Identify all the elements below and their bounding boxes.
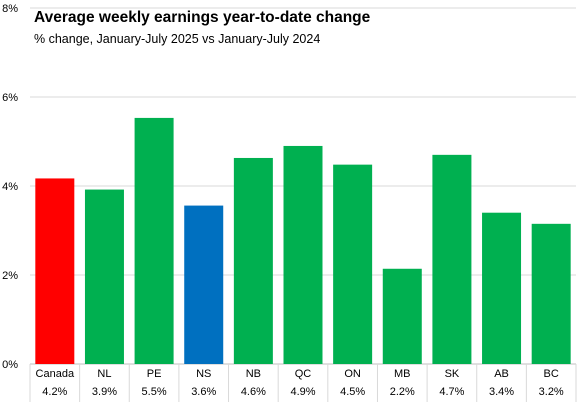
data-label: 5.5%: [142, 386, 167, 398]
bar-bc: [531, 223, 571, 364]
x-tick-label: AB: [494, 368, 509, 380]
x-axis-separators: [29, 364, 577, 402]
x-tick-label: ON: [344, 368, 361, 380]
x-tick-label: Canada: [36, 368, 75, 380]
data-label: 4.2%: [42, 386, 67, 398]
data-label: 4.9%: [290, 386, 315, 398]
chart-title: Average weekly earnings year-to-date cha…: [34, 9, 371, 26]
x-tick-label: BC: [544, 368, 559, 380]
bar-sk: [432, 154, 472, 364]
chart-subtitle: % change, January-July 2025 vs January-J…: [34, 32, 321, 46]
bar-pe: [134, 117, 174, 364]
data-label: 3.4%: [489, 386, 514, 398]
bar-canada: [35, 178, 75, 364]
bar-qc: [283, 145, 323, 364]
bar-mb: [382, 268, 422, 364]
data-label: 2.2%: [390, 386, 415, 398]
y-tick-label: 6%: [2, 92, 18, 104]
x-tick-label: MB: [394, 368, 411, 380]
y-tick-label: 0%: [2, 359, 18, 371]
x-tick-label: PE: [147, 368, 162, 380]
data-label: 4.5%: [340, 386, 365, 398]
bars: [35, 117, 571, 364]
x-tick-label: NB: [246, 368, 261, 380]
x-tick-label: SK: [445, 368, 460, 380]
y-axis-ticks: 0% 2% 4% 6% 8%: [2, 3, 18, 371]
y-tick-label: 8%: [2, 3, 18, 15]
x-axis-labels: Canada NL PE NS NB QC ON MB SK AB BC: [36, 368, 559, 380]
bar-ns: [184, 205, 224, 364]
data-label: 3.9%: [92, 386, 117, 398]
bar-nb: [233, 157, 273, 364]
y-tick-label: 4%: [2, 181, 18, 193]
x-tick-label: NS: [196, 368, 211, 380]
data-label: 3.6%: [191, 386, 216, 398]
x-tick-label: NL: [97, 368, 111, 380]
y-tick-label: 2%: [2, 270, 18, 282]
bar-nl: [84, 189, 124, 364]
data-label: 3.2%: [539, 386, 564, 398]
bar-ab: [482, 212, 522, 364]
data-label: 4.6%: [241, 386, 266, 398]
data-labels: 4.2% 3.9% 5.5% 3.6% 4.6% 4.9% 4.5% 2.2% 4.7% 3.4%…: [42, 386, 564, 398]
bar-on: [333, 164, 373, 364]
x-tick-label: QC: [295, 368, 312, 380]
data-label: 4.7%: [439, 386, 464, 398]
